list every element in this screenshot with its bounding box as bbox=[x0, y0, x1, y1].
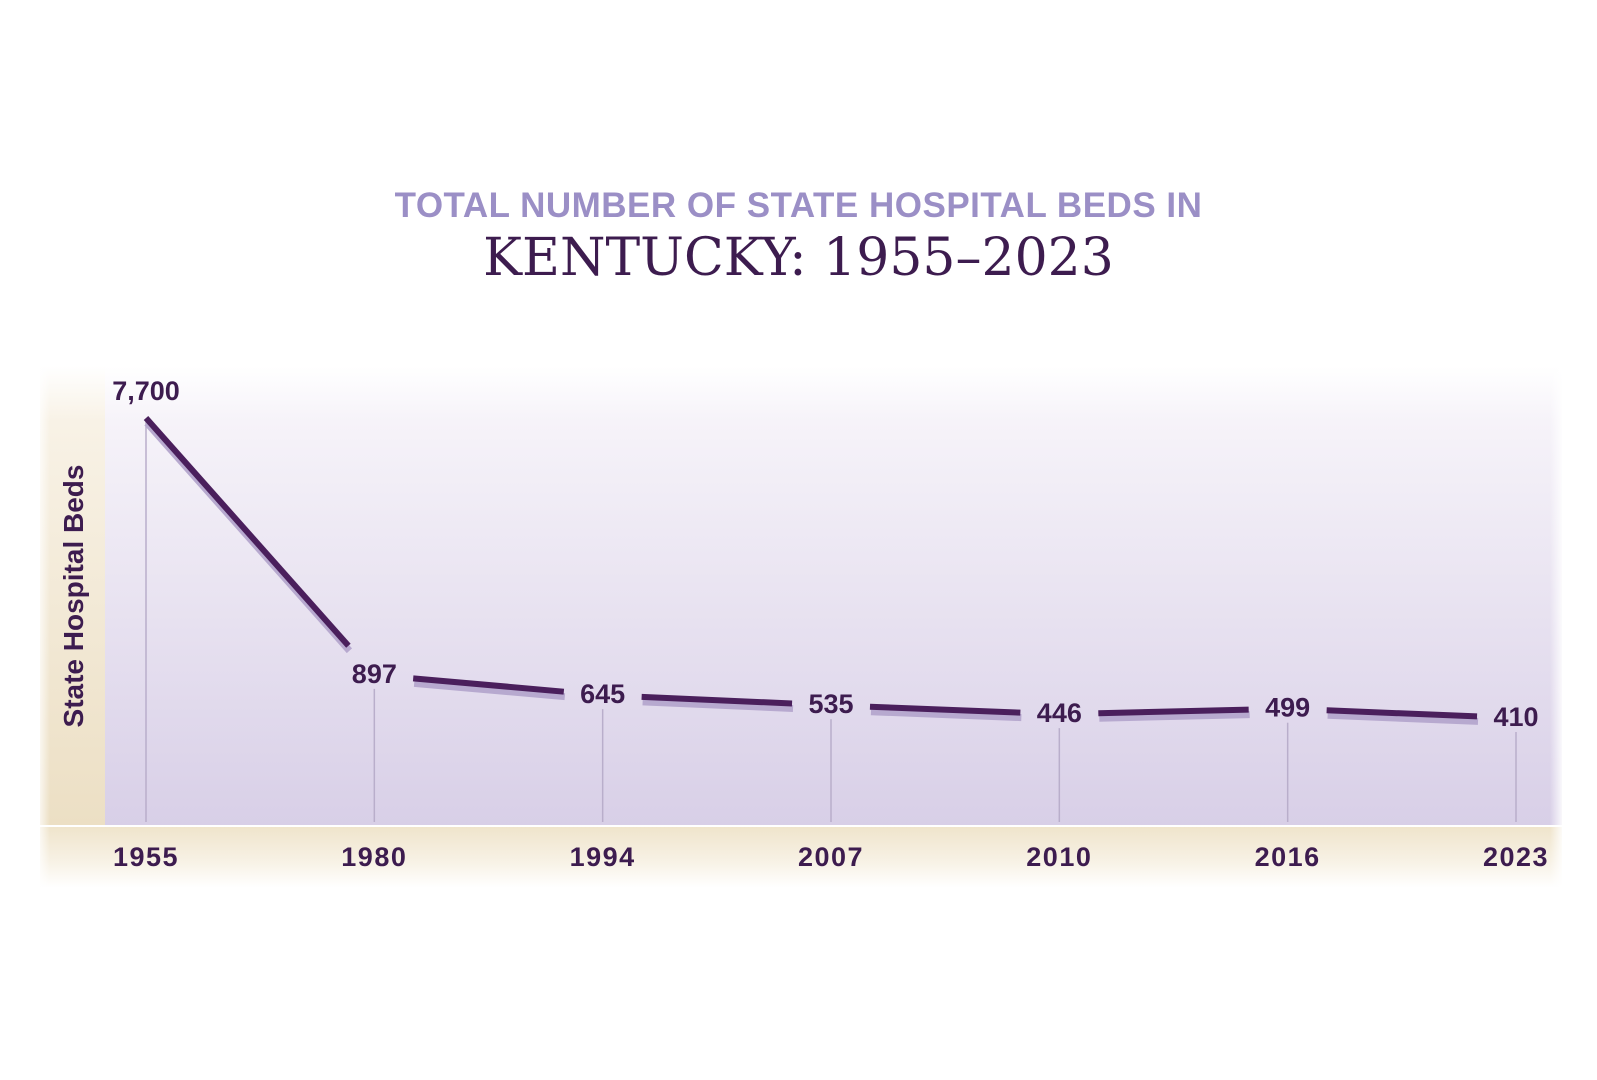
chart-title-line2: KENTUCKY: 1955–2023 bbox=[483, 228, 1114, 288]
series-line-segment bbox=[1098, 706, 1249, 717]
series-line bbox=[143, 416, 1479, 725]
data-label-2023: 410 bbox=[1493, 702, 1538, 732]
x-tick-label-1994: 1994 bbox=[570, 842, 636, 872]
data-label-2016: 499 bbox=[1265, 693, 1310, 723]
data-label-2007: 535 bbox=[808, 689, 853, 719]
chart-title-line1: TOTAL NUMBER OF STATE HOSPITAL BEDS IN bbox=[394, 186, 1203, 225]
data-labels: 7,700 897 645 535 446 499 410 bbox=[112, 376, 1538, 732]
series-line-segment bbox=[1326, 707, 1478, 720]
y-axis-label: State Hospital Beds bbox=[58, 465, 89, 728]
series-shadow-segment bbox=[413, 679, 566, 701]
series-shadow-segment bbox=[1099, 711, 1250, 722]
y-axis-band bbox=[40, 366, 105, 826]
series-shadow-segment bbox=[1327, 711, 1479, 725]
x-tick-lines bbox=[145, 422, 1517, 822]
series-line-segment bbox=[869, 703, 1021, 716]
series-line-segment bbox=[641, 693, 793, 707]
x-tick-label-2023: 2023 bbox=[1483, 842, 1549, 872]
plot-area bbox=[105, 366, 1562, 826]
data-label-1980: 897 bbox=[352, 659, 397, 689]
x-tick-label-2016: 2016 bbox=[1255, 842, 1321, 872]
x-tick-label-1955: 1955 bbox=[113, 842, 179, 872]
right-edge-fade bbox=[1550, 366, 1564, 888]
x-axis-band bbox=[40, 826, 1562, 888]
x-tick-label-2010: 2010 bbox=[1026, 842, 1092, 872]
x-tick-label-2007: 2007 bbox=[798, 842, 864, 872]
series-line-segment bbox=[143, 416, 351, 648]
data-label-1994: 645 bbox=[580, 679, 625, 709]
data-label-2010: 446 bbox=[1037, 698, 1082, 728]
x-tick-labels: 1955 1980 1994 2007 2010 2016 2023 bbox=[113, 842, 1549, 872]
data-label-1955: 7,700 bbox=[112, 376, 180, 406]
left-edge-fade bbox=[36, 366, 50, 888]
series-line-segment bbox=[412, 675, 565, 695]
series-shadow-segment bbox=[870, 708, 1022, 722]
series-shadow-segment bbox=[642, 698, 794, 712]
x-tick-label-1980: 1980 bbox=[341, 842, 407, 872]
